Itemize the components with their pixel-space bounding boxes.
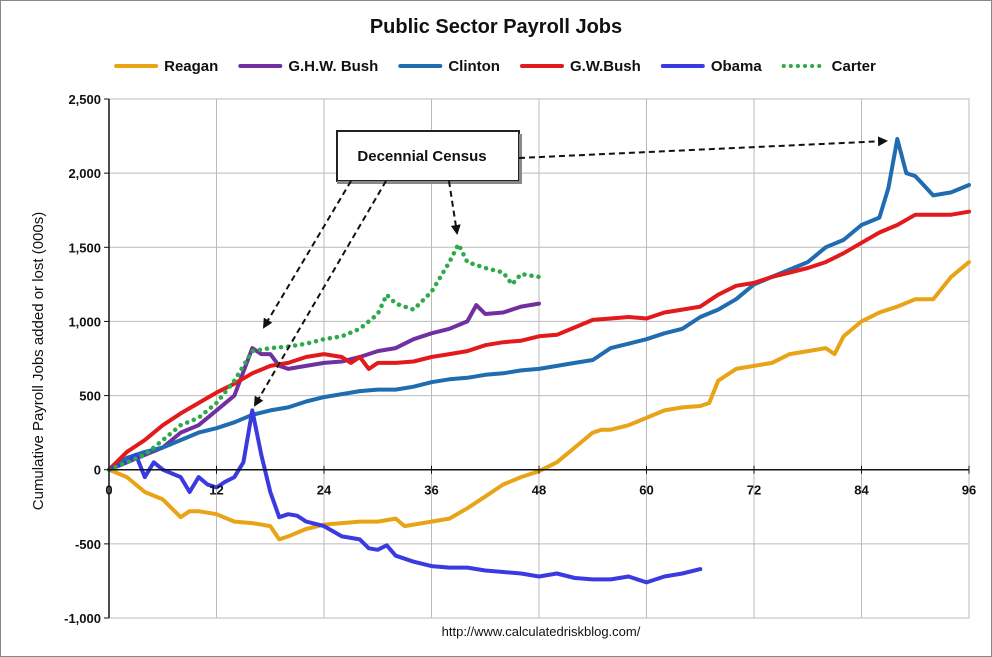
annotation-arrow-bush: [262, 180, 352, 329]
legend-carter-label: Carter: [832, 58, 876, 75]
y-tick-label: 1,500: [68, 240, 101, 255]
x-tick-label: 12: [209, 483, 223, 498]
y-tick-label: -1,000: [64, 611, 101, 626]
annotation-arrow-carter: [448, 180, 461, 235]
series-line-carter: [106, 242, 542, 472]
x-tick-label: 96: [962, 483, 976, 498]
legend-g-w-bush-label: G.W.Bush: [570, 58, 641, 75]
legend: Reagan G.H.W. Bush Clinton G.W.Bush Obama Car…: [114, 58, 876, 75]
y-tick-label: 0: [94, 463, 101, 478]
source-url: http://www.calculatedriskblog.com/: [442, 624, 641, 639]
x-tick-label: 48: [532, 483, 546, 498]
decennial-census-annotation: Decennial Census: [253, 130, 888, 407]
y-tick-label: -500: [75, 537, 101, 552]
annotation-box-shadow: [337, 181, 519, 184]
annotation-arrow-clinton: [518, 136, 888, 159]
series-line-clinton: [107, 137, 971, 472]
y-tick-label: 500: [79, 389, 101, 404]
annotation-box: [336, 130, 520, 182]
y-tick-label: 1,000: [68, 314, 101, 329]
annotation-label: Decennial Census: [357, 148, 486, 165]
chart-title: Public Sector Payroll Jobs: [370, 16, 622, 38]
x-tick-label: 72: [747, 483, 761, 498]
legend-g-h-w-bush-label: G.H.W. Bush: [288, 58, 378, 75]
x-tick-label: 60: [639, 483, 653, 498]
x-tick-label: 24: [317, 483, 332, 498]
series-line-g-h-w-bush: [107, 301, 541, 472]
legend-reagan-label: Reagan: [164, 58, 218, 75]
x-tick-label: 36: [424, 483, 438, 498]
annotation-box-shadow-side: [519, 134, 522, 184]
legend-obama-label: Obama: [711, 58, 763, 75]
series-line-obama: [107, 408, 703, 585]
axes: 2,500 2,000 1,500 1,000 500 0 -500 -1,000 0 12 24 3…: [64, 92, 976, 626]
series-line-g-w-bush: [107, 209, 971, 472]
x-tick-label: 0: [105, 483, 112, 498]
x-tick-label: 84: [854, 483, 869, 498]
y-axis-label: Cumulative Payroll Jobs added or lost (0…: [30, 212, 47, 510]
annotation-arrow-obama: [253, 180, 387, 407]
y-tick-label: 2,000: [68, 166, 101, 181]
gridlines: [108, 98, 970, 619]
y-tick-label: 2,500: [68, 92, 101, 107]
legend-clinton-label: Clinton: [448, 58, 500, 75]
